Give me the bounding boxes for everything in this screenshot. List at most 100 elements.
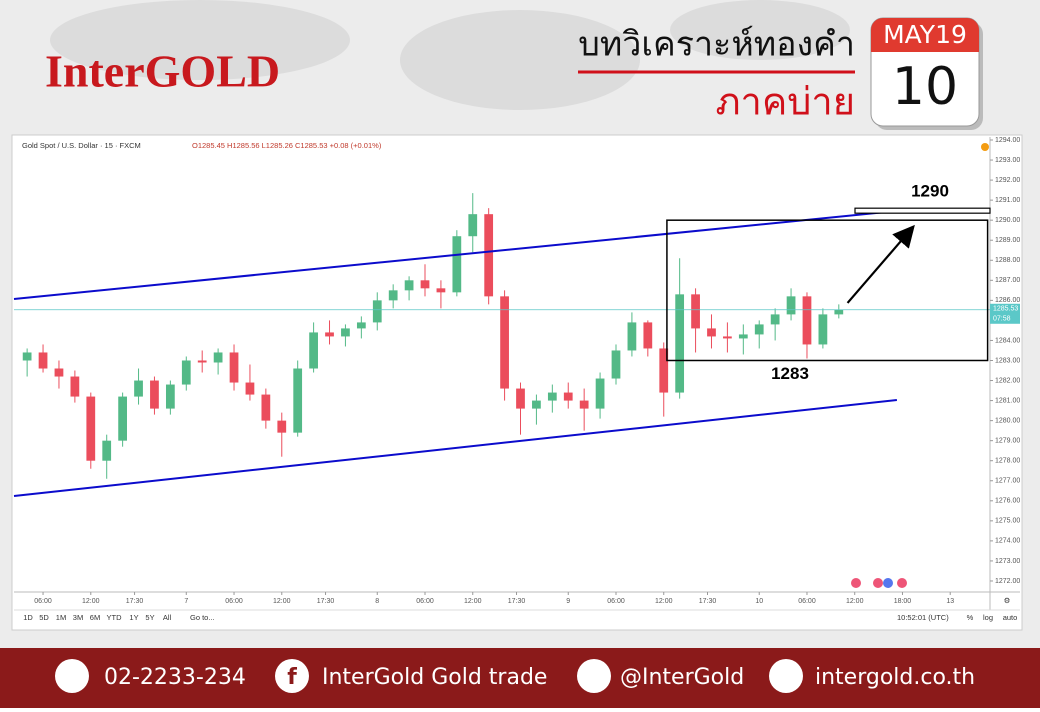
facebook-icon — [275, 659, 309, 693]
candle-body — [54, 368, 64, 377]
candle-body — [436, 288, 446, 293]
candle-body — [643, 322, 653, 349]
arrow — [846, 224, 915, 304]
candle-body — [595, 378, 605, 409]
alert-icon — [981, 143, 989, 151]
candle-body — [723, 336, 732, 339]
x-tick-label: 06:00 — [416, 598, 434, 605]
line-id: @InterGold — [620, 665, 744, 690]
x-tick-label: 18:00 — [894, 598, 912, 605]
x-tick-label: 06:00 — [225, 598, 243, 605]
calendar-month: MAY19 — [883, 20, 967, 49]
x-tick-label: 12:00 — [464, 598, 482, 605]
range-button[interactable]: YTD — [107, 613, 123, 622]
candle-body — [261, 394, 271, 421]
y-tick-label: 1276.00 — [995, 498, 1020, 505]
range-button[interactable]: All — [163, 613, 172, 622]
footer — [0, 648, 1040, 708]
world-map — [50, 0, 850, 110]
range-button[interactable]: 6M — [90, 613, 100, 622]
candle-body — [404, 280, 414, 291]
goto-button[interactable]: Go to... — [190, 613, 215, 622]
candle-body — [707, 328, 716, 337]
website: intergold.co.th — [815, 665, 975, 690]
last-price-tag — [990, 303, 1020, 324]
ohlc: O1285.45 H1285.56 L1285.26 C1285.53 +0.0… — [192, 141, 382, 150]
facebook-glyph: f — [287, 665, 297, 690]
candle-body — [563, 392, 573, 401]
candle-body — [372, 300, 382, 323]
y-tick-label: 1273.00 — [995, 558, 1020, 565]
candle-body — [388, 290, 398, 301]
x-tick-label: 12:00 — [655, 598, 673, 605]
candle-body — [802, 296, 812, 345]
settings-icon[interactable]: ⚙ — [1004, 596, 1011, 605]
range-button[interactable]: 1D — [23, 613, 33, 622]
x-tick-label: 06:00 — [607, 598, 625, 605]
x-tick-label: 17:30 — [126, 598, 144, 605]
candle-body — [468, 214, 478, 237]
clock: 10:52:01 (UTC) — [897, 613, 949, 622]
calendar-day: 10 — [892, 57, 958, 117]
candle-body — [277, 420, 287, 433]
calendar-top — [871, 18, 979, 52]
y-tick-label: 1286.00 — [995, 297, 1020, 304]
y-tick-label: 1279.00 — [995, 438, 1020, 445]
candle-body — [102, 440, 112, 461]
subtitle: ภาคบ่าย — [715, 80, 855, 124]
candle-body — [818, 314, 828, 345]
candle-body — [86, 396, 96, 461]
x-tick-label: 12:00 — [273, 598, 291, 605]
candle-body — [675, 294, 685, 393]
y-tick-label: 1281.00 — [995, 397, 1020, 404]
candle-body — [245, 382, 255, 395]
range-button[interactable]: 5D — [39, 613, 49, 622]
candle-body — [309, 332, 318, 369]
candle-body — [165, 384, 175, 409]
last-price-label: 1285.53 — [993, 306, 1018, 313]
y-tick-label: 1275.00 — [995, 518, 1020, 525]
line-icon — [577, 659, 611, 693]
axis-option[interactable]: % — [967, 613, 974, 622]
candle-body — [547, 392, 557, 401]
y-tick-label: 1289.00 — [995, 237, 1020, 244]
y-tick-label: 1293.00 — [995, 157, 1020, 164]
candle-body — [341, 328, 350, 337]
brand: InterGOLD — [45, 46, 280, 97]
web-icon — [769, 659, 803, 693]
y-tick-label: 1278.00 — [995, 458, 1020, 465]
symbol: Gold Spot / U.S. Dollar · 15 · FXCM — [22, 141, 141, 150]
candle-body — [754, 324, 764, 335]
trendline — [13, 398, 898, 497]
candle-body — [691, 294, 700, 329]
range-button[interactable]: 3M — [73, 613, 83, 622]
candle-body — [22, 352, 32, 361]
x-tick-label: 10 — [755, 598, 763, 605]
y-tick-label: 1288.00 — [995, 257, 1020, 264]
y-tick-label: 1283.00 — [995, 357, 1020, 364]
title: บทวิเคราะห์ทองคำ — [578, 25, 855, 65]
range-button[interactable]: 5Y — [145, 613, 154, 622]
x-tick-label: 17:30 — [317, 598, 335, 605]
candle-body — [659, 348, 669, 393]
x-tick-label: 17:30 — [508, 598, 526, 605]
x-tick-label: 8 — [375, 598, 379, 605]
x-tick-label: 17:30 — [699, 598, 717, 605]
x-tick-label: 9 — [566, 598, 570, 605]
candle-body — [786, 296, 796, 315]
x-tick-label: 12:00 — [846, 598, 864, 605]
level-label: 1283 — [771, 364, 809, 383]
axis-option[interactable]: log — [983, 613, 993, 622]
axis-option[interactable]: auto — [1003, 613, 1018, 622]
candle-body — [356, 322, 366, 329]
trendline — [13, 209, 905, 300]
range-button[interactable]: 1M — [56, 613, 66, 622]
target-band — [854, 207, 991, 214]
candle-body — [516, 388, 525, 409]
y-tick-label: 1290.00 — [995, 217, 1020, 224]
range-button[interactable]: 1Y — [129, 613, 138, 622]
y-tick-label: 1287.00 — [995, 277, 1020, 284]
y-tick-label: 1284.00 — [995, 337, 1020, 344]
candle-body — [532, 400, 541, 409]
